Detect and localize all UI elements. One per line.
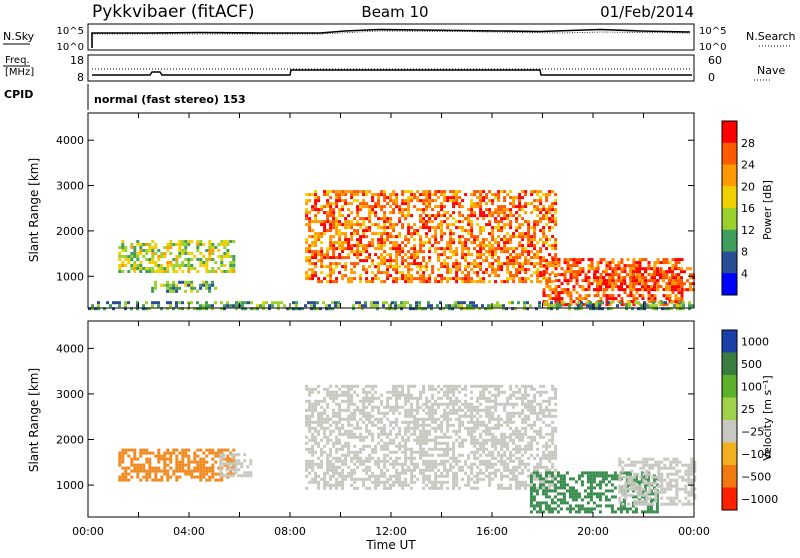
date-title: 01/Feb/2014 — [600, 3, 694, 21]
nsky-panel-frame — [88, 24, 694, 50]
freq-label-line2: [MHz] — [5, 67, 34, 78]
power-colorbar-swatch-7 — [722, 273, 737, 295]
velocity-colorbar-tick-1: 500 — [741, 358, 762, 371]
velocity-colorbar-swatch-1 — [722, 353, 737, 376]
velocity-region-1 — [219, 453, 252, 477]
power-data-layer — [88, 190, 695, 310]
nsky-label: N.Sky — [3, 30, 35, 43]
nsearch-tick-bottom: 10^0 — [699, 42, 726, 53]
velocity-region-0 — [118, 449, 235, 482]
nave-tick-bottom: 0 — [708, 71, 715, 84]
velocity-colorbar-tick-2: 100 — [741, 380, 762, 393]
nsearch-tick-top: 10^5 — [699, 26, 726, 37]
cpid-label: CPID — [4, 88, 33, 101]
freq-panel-frame — [88, 55, 694, 81]
velocity-colorbar-swatch-3 — [722, 398, 737, 421]
freq-tick-bottom: 8 — [77, 71, 84, 84]
power-ytick-label-0: 1000 — [56, 270, 84, 283]
velocity-colorbar-swatch-4 — [722, 420, 737, 443]
nave-tick-top: 60 — [708, 54, 722, 67]
xtick-label-5: 20:00 — [577, 525, 609, 538]
velocity-ylabel: Slant Range [km] — [27, 368, 41, 472]
velocity-colorbar-tick-0: 1000 — [741, 335, 769, 348]
freq-label-line1: Freq. — [5, 55, 30, 66]
velocity-panel: 1000 2000 3000 4000 Slant Range [km] 1000 50… — [27, 321, 778, 552]
power-colorbar-tick-4: 12 — [741, 224, 755, 237]
power-colorbar-swatch-1 — [722, 143, 737, 165]
power-colorbar-tick-1: 24 — [741, 159, 755, 172]
power-region-0 — [118, 240, 235, 273]
power-colorbar-tick-3: 16 — [741, 202, 755, 215]
velocity-colorbar-tick-3: 25 — [741, 403, 755, 416]
power-colorbar-swatch-6 — [722, 252, 737, 274]
cpid-text: normal (fast stereo) 153 — [94, 93, 246, 106]
nsearch-label: N.Search — [746, 30, 796, 43]
xtick-label-0: 00:00 — [72, 525, 104, 538]
velocity-ytick-label-2: 3000 — [56, 388, 84, 401]
power-colorbar-swatch-4 — [722, 208, 737, 230]
velocity-data-layer — [118, 385, 696, 514]
xtick-label-2: 08:00 — [274, 525, 306, 538]
power-colorbar-label: Power [dB] — [761, 180, 774, 240]
velocity-colorbar-swatch-2 — [722, 375, 737, 398]
velocity-ytick-label-1: 2000 — [56, 434, 84, 447]
nsky-tick-top: 10^5 — [57, 26, 84, 37]
velocity-ytick-label-3: 4000 — [56, 342, 84, 355]
power-colorbar-tick-0: 28 — [741, 137, 755, 150]
power-ytick-label-2: 3000 — [56, 180, 84, 193]
beam-title: Beam 10 — [361, 3, 428, 21]
velocity-colorbar-tick-7: −1000 — [741, 493, 778, 506]
velocity-ytick-label-0: 1000 — [56, 479, 84, 492]
power-colorbar-swatch-0 — [722, 121, 737, 143]
xtick-label-1: 04:00 — [173, 525, 205, 538]
power-ylabel: Slant Range [km] — [27, 158, 41, 262]
power-colorbar-tick-2: 20 — [741, 180, 755, 193]
time-x-axis: 00:00 04:00 08:00 12:00 16:00 20:00 00:00 — [72, 525, 710, 538]
power-region-2 — [305, 190, 557, 283]
freq-trace — [92, 70, 692, 75]
velocity-colorbar-tick-6: −500 — [741, 470, 771, 483]
velocity-colorbar-swatch-0 — [722, 330, 737, 353]
power-colorbar-tick-6: 4 — [741, 267, 748, 280]
power-region-4 — [593, 267, 695, 291]
power-panel: 1000 2000 3000 4000 Slant Range [km] 28 24 20… — [27, 113, 774, 310]
xaxis-label: Time UT — [365, 538, 416, 552]
power-colorbar: 28 24 20 16 12 8 4 — [722, 121, 755, 296]
power-ytick-label-1: 2000 — [56, 225, 84, 238]
nsky-tick-bottom: 10^0 — [57, 42, 84, 53]
velocity-colorbar-swatch-6 — [722, 465, 737, 488]
velocity-colorbar-swatch-7 — [722, 488, 737, 511]
velocity-region-4 — [618, 458, 696, 506]
xtick-label-3: 12:00 — [375, 525, 407, 538]
power-ytick-label-3: 4000 — [56, 134, 84, 147]
nave-label: Nave — [757, 64, 785, 77]
xtick-label-6: 00:00 — [678, 525, 710, 538]
power-colorbar-swatch-5 — [722, 230, 737, 252]
freq-tick-top: 18 — [70, 54, 84, 67]
power-colorbar-swatch-2 — [722, 165, 737, 187]
station-title: Pykkvibaer (fitACF) — [92, 2, 254, 22]
xtick-label-4: 16:00 — [476, 525, 508, 538]
power-colorbar-swatch-3 — [722, 186, 737, 208]
velocity-region-2 — [305, 385, 557, 490]
power-colorbar-tick-5: 8 — [741, 246, 748, 259]
velocity-colorbar-swatch-5 — [722, 443, 737, 466]
velocity-colorbar-label: Velocity [m s⁻¹] — [761, 375, 774, 460]
power-region-1 — [151, 281, 217, 293]
